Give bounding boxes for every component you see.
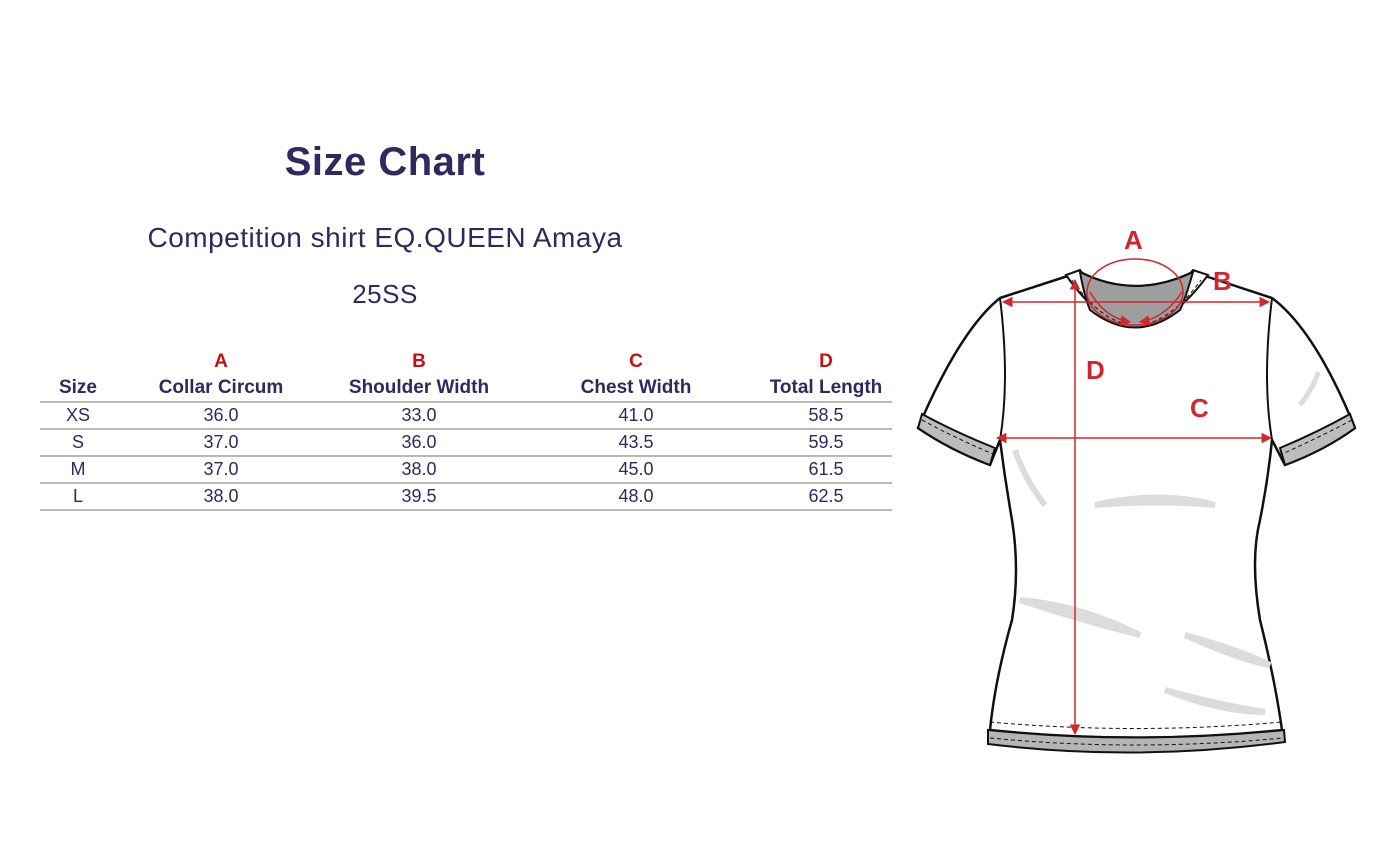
column-header: Shoulder Width [326, 374, 512, 403]
column-header: Total Length [760, 374, 892, 403]
shirt-measurement-diagram: A B C D [916, 225, 1357, 754]
size-table: A B C D Size Collar Circum Shoulder Widt… [40, 350, 892, 511]
table-cell: 36.0 [116, 402, 326, 430]
table-cell: 37.0 [116, 429, 326, 457]
column-header: Chest Width [512, 374, 760, 403]
table-cell: 61.5 [760, 456, 892, 484]
measure-letter: C [629, 351, 643, 372]
label-c: C [1190, 393, 1209, 423]
table-row: L 38.0 39.5 48.0 62.5 [40, 483, 892, 511]
table-cell: 58.5 [760, 402, 892, 430]
table-cell: 41.0 [512, 402, 760, 430]
table-cell: 33.0 [326, 402, 512, 430]
measurement-guides [995, 258, 1273, 736]
table-cell: 39.5 [326, 483, 512, 511]
table-cell: XS [40, 402, 116, 430]
measure-letter: A [214, 351, 228, 372]
table-row: M 37.0 38.0 45.0 61.5 [40, 456, 892, 484]
table-cell: 36.0 [326, 429, 512, 457]
measure-letter: B [412, 351, 426, 372]
table-cell: 38.0 [116, 483, 326, 511]
label-a: A [1124, 225, 1143, 255]
table-cell: S [40, 429, 116, 457]
measure-letter: D [819, 351, 833, 372]
column-header: Collar Circum [116, 374, 326, 403]
table-cell: M [40, 456, 116, 484]
table-cell: 43.5 [512, 429, 760, 457]
table-cell: 48.0 [512, 483, 760, 511]
table-cell: 37.0 [116, 456, 326, 484]
shirt-outline-icon [916, 268, 1357, 754]
table-row: XS 36.0 33.0 41.0 58.5 [40, 402, 892, 430]
label-b: B [1213, 266, 1232, 296]
table-cell: 62.5 [760, 483, 892, 511]
label-d: D [1086, 355, 1105, 385]
table-cell: 38.0 [326, 456, 512, 484]
measure-letter-row: A B C D [40, 350, 892, 374]
table-cell: 45.0 [512, 456, 760, 484]
table-row: S 37.0 36.0 43.5 59.5 [40, 429, 892, 457]
page-title: Size Chart [284, 140, 486, 184]
column-header: Size [40, 374, 116, 403]
measure-letter [40, 350, 116, 374]
table-cell: 59.5 [760, 429, 892, 457]
season-code: 25SS [352, 279, 418, 309]
table-cell: L [40, 483, 116, 511]
product-name: Competition shirt EQ.QUEEN Amaya [147, 222, 623, 253]
column-header-row: Size Collar Circum Shoulder Width Chest … [40, 374, 892, 403]
